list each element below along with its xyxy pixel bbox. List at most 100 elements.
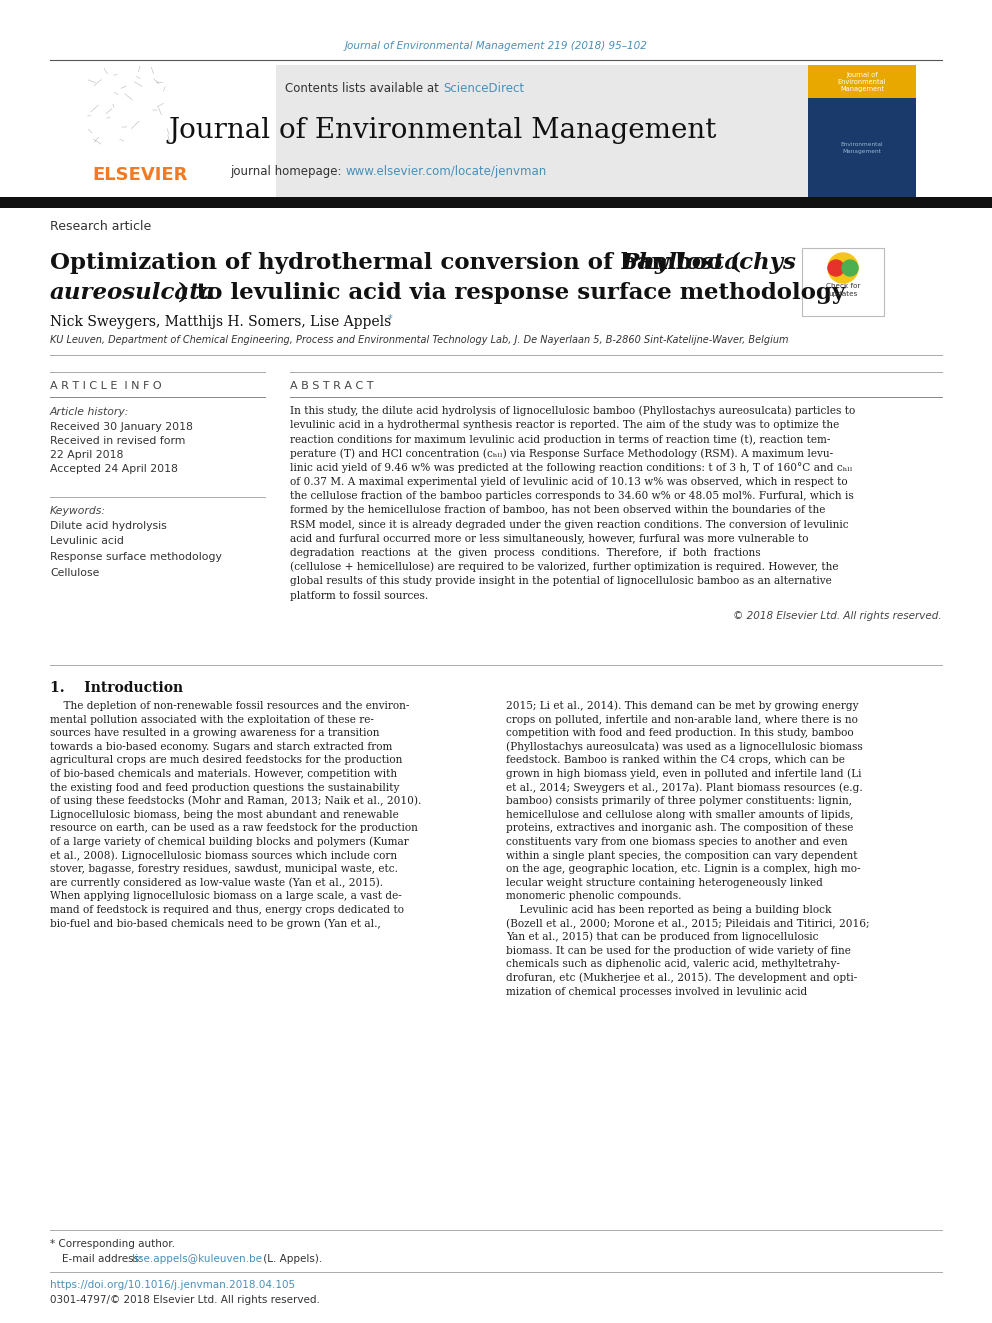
Text: KU Leuven, Department of Chemical Engineering, Process and Environmental Technol: KU Leuven, Department of Chemical Engine…: [50, 335, 789, 345]
Circle shape: [828, 261, 844, 277]
Text: are currently considered as low-value waste (Yan et al., 2015).: are currently considered as low-value wa…: [50, 877, 383, 888]
Text: * Corresponding author.: * Corresponding author.: [50, 1240, 175, 1249]
Text: (L. Appels).: (L. Appels).: [260, 1254, 322, 1263]
Text: bio-fuel and bio-based chemicals need to be grown (Yan et al.,: bio-fuel and bio-based chemicals need to…: [50, 918, 381, 929]
Text: stover, bagasse, forestry residues, sawdust, municipal waste, etc.: stover, bagasse, forestry residues, sawd…: [50, 864, 398, 875]
Bar: [78, 65, 808, 197]
Text: Journal of Environmental Management 219 (2018) 95–102: Journal of Environmental Management 219 …: [344, 41, 648, 52]
Text: perature (T) and HCl concentration (cₕₗₗ) via Response Surface Methodology (RSM): perature (T) and HCl concentration (cₕₗₗ…: [290, 448, 833, 459]
Text: levulinic acid in a hydrothermal synthesis reactor is reported. The aim of the s: levulinic acid in a hydrothermal synthes…: [290, 421, 839, 430]
Text: journal homepage:: journal homepage:: [230, 165, 345, 179]
Text: Optimization of hydrothermal conversion of bamboo (: Optimization of hydrothermal conversion …: [50, 251, 741, 274]
Text: www.elsevier.com/locate/jenvman: www.elsevier.com/locate/jenvman: [345, 165, 547, 179]
Text: Check for
updates: Check for updates: [825, 283, 860, 296]
Text: A B S T R A C T: A B S T R A C T: [290, 381, 374, 392]
Bar: [802, 247, 884, 316]
Text: *: *: [388, 314, 393, 324]
Text: Journal of
Environmental
Management: Journal of Environmental Management: [837, 71, 886, 93]
Text: (cellulose + hemicellulose) are required to be valorized, further optimization i: (cellulose + hemicellulose) are required…: [290, 562, 838, 573]
Text: hemicellulose and cellulose along with smaller amounts of lipids,: hemicellulose and cellulose along with s…: [506, 810, 853, 820]
Text: grown in high biomass yield, even in polluted and infertile land (Li: grown in high biomass yield, even in pol…: [506, 769, 861, 779]
Text: biomass. It can be used for the production of wide variety of fine: biomass. It can be used for the producti…: [506, 946, 851, 955]
Text: proteins, extractives and inorganic ash. The composition of these: proteins, extractives and inorganic ash.…: [506, 823, 853, 833]
Text: within a single plant species, the composition can vary dependent: within a single plant species, the compo…: [506, 851, 857, 860]
Text: Journal of Environmental Management: Journal of Environmental Management: [169, 116, 717, 143]
Text: Lignocellulosic biomass, being the most abundant and renewable: Lignocellulosic biomass, being the most …: [50, 810, 399, 820]
Text: linic acid yield of 9.46 w% was predicted at the following reaction conditions: : linic acid yield of 9.46 w% was predicte…: [290, 462, 852, 474]
Text: Received 30 January 2018: Received 30 January 2018: [50, 422, 192, 433]
Text: of 0.37 M. A maximal experimental yield of levulinic acid of 10.13 w% was observ: of 0.37 M. A maximal experimental yield …: [290, 478, 847, 487]
Text: reaction conditions for maximum levulinic acid production in terms of reaction t: reaction conditions for maximum levulini…: [290, 434, 830, 445]
Text: RSM model, since it is already degraded under the given reaction conditions. The: RSM model, since it is already degraded …: [290, 520, 848, 529]
Text: A R T I C L E  I N F O: A R T I C L E I N F O: [50, 381, 162, 392]
Circle shape: [842, 261, 858, 277]
Text: Nick Sweygers, Matthijs H. Somers, Lise Appels: Nick Sweygers, Matthijs H. Somers, Lise …: [50, 315, 391, 329]
Text: (Bozell et al., 2000; Morone et al., 2015; Pileidais and Titirici, 2016;: (Bozell et al., 2000; Morone et al., 201…: [506, 918, 870, 929]
Text: Levulinic acid has been reported as being a building block: Levulinic acid has been reported as bein…: [506, 905, 831, 916]
Text: drofuran, etc (Mukherjee et al., 2015). The development and opti-: drofuran, etc (Mukherjee et al., 2015). …: [506, 972, 857, 983]
Text: ELSEVIER: ELSEVIER: [92, 165, 187, 184]
Text: Yan et al., 2015) that can be produced from lignocellulosic: Yan et al., 2015) that can be produced f…: [506, 931, 818, 942]
Text: competition with food and feed production. In this study, bamboo: competition with food and feed productio…: [506, 728, 854, 738]
Text: resource on earth, can be used as a raw feedstock for the production: resource on earth, can be used as a raw …: [50, 823, 418, 833]
Text: mization of chemical processes involved in levulinic acid: mization of chemical processes involved …: [506, 987, 807, 996]
Text: crops on polluted, infertile and non-arable land, where there is no: crops on polluted, infertile and non-ara…: [506, 714, 858, 725]
Text: the cellulose fraction of the bamboo particles corresponds to 34.60 w% or 48.05 : the cellulose fraction of the bamboo par…: [290, 491, 854, 501]
Text: mental pollution associated with the exploitation of these re-: mental pollution associated with the exp…: [50, 714, 374, 725]
Bar: [78, 65, 276, 197]
Text: feedstock. Bamboo is ranked within the C4 crops, which can be: feedstock. Bamboo is ranked within the C…: [506, 755, 845, 766]
Text: Contents lists available at: Contents lists available at: [286, 82, 443, 94]
Text: Research article: Research article: [50, 220, 151, 233]
Text: Environmental
Management: Environmental Management: [840, 143, 883, 153]
Text: 1.    Introduction: 1. Introduction: [50, 681, 184, 695]
Text: towards a bio-based economy. Sugars and starch extracted from: towards a bio-based economy. Sugars and …: [50, 742, 393, 751]
Text: of a large variety of chemical building blocks and polymers (Kumar: of a large variety of chemical building …: [50, 836, 409, 847]
Text: lecular weight structure containing heterogeneously linked: lecular weight structure containing hete…: [506, 877, 823, 888]
Text: bamboo) consists primarily of three polymer constituents: lignin,: bamboo) consists primarily of three poly…: [506, 796, 852, 807]
Text: constituents vary from one biomass species to another and even: constituents vary from one biomass speci…: [506, 837, 847, 847]
Text: Phyllostachys: Phyllostachys: [622, 251, 797, 274]
Text: acid and furfural occurred more or less simultaneously, however, furfural was mo: acid and furfural occurred more or less …: [290, 533, 808, 544]
Text: Keywords:: Keywords:: [50, 505, 106, 516]
Bar: [808, 65, 916, 98]
Text: monomeric phenolic compounds.: monomeric phenolic compounds.: [506, 892, 682, 901]
Text: Cellulose: Cellulose: [50, 568, 99, 578]
Text: ScienceDirect: ScienceDirect: [443, 82, 524, 94]
Text: on the age, geographic location, etc. Lignin is a complex, high mo-: on the age, geographic location, etc. Li…: [506, 864, 860, 875]
Text: Accepted 24 April 2018: Accepted 24 April 2018: [50, 464, 178, 474]
Text: ) to levulinic acid via response surface methodology: ) to levulinic acid via response surface…: [178, 282, 845, 304]
Circle shape: [828, 253, 858, 283]
Text: When applying lignocellulosic biomass on a large scale, a vast de-: When applying lignocellulosic biomass on…: [50, 892, 402, 901]
Text: mand of feedstock is required and thus, energy crops dedicated to: mand of feedstock is required and thus, …: [50, 905, 404, 916]
Text: 2015; Li et al., 2014). This demand can be met by growing energy: 2015; Li et al., 2014). This demand can …: [506, 701, 858, 712]
Text: chemicals such as diphenolic acid, valeric acid, methyltetrahy-: chemicals such as diphenolic acid, valer…: [506, 959, 840, 970]
Text: aureosulcata: aureosulcata: [50, 282, 215, 304]
Text: Response surface methodology: Response surface methodology: [50, 552, 222, 562]
Bar: [808, 65, 916, 197]
Text: formed by the hemicellulose fraction of bamboo, has not been observed within the: formed by the hemicellulose fraction of …: [290, 505, 825, 516]
Text: Article history:: Article history:: [50, 407, 129, 417]
Text: In this study, the dilute acid hydrolysis of lignocellulosic bamboo (Phyllostach: In this study, the dilute acid hydrolysi…: [290, 406, 855, 417]
Text: the existing food and feed production questions the sustainability: the existing food and feed production qu…: [50, 783, 400, 792]
Text: 0301-4797/© 2018 Elsevier Ltd. All rights reserved.: 0301-4797/© 2018 Elsevier Ltd. All right…: [50, 1295, 319, 1304]
Text: platform to fossil sources.: platform to fossil sources.: [290, 590, 429, 601]
Text: et al., 2014; Sweygers et al., 2017a). Plant biomass resources (e.g.: et al., 2014; Sweygers et al., 2017a). P…: [506, 782, 863, 792]
Text: agricultural crops are much desired feedstocks for the production: agricultural crops are much desired feed…: [50, 755, 403, 766]
Text: Levulinic acid: Levulinic acid: [50, 537, 124, 546]
Text: E-mail address:: E-mail address:: [62, 1254, 146, 1263]
Text: global results of this study provide insight in the potential of lignocellulosic: global results of this study provide ins…: [290, 577, 831, 586]
Text: et al., 2008). Lignocellulosic biomass sources which include corn: et al., 2008). Lignocellulosic biomass s…: [50, 851, 397, 861]
Bar: [0, 197, 992, 208]
Text: (Phyllostachys aureosulcata) was used as a lignocellulosic biomass: (Phyllostachys aureosulcata) was used as…: [506, 741, 863, 751]
Text: of using these feedstocks (Mohr and Raman, 2013; Naik et al., 2010).: of using these feedstocks (Mohr and Rama…: [50, 796, 422, 807]
Text: 22 April 2018: 22 April 2018: [50, 450, 123, 460]
Text: sources have resulted in a growing awareness for a transition: sources have resulted in a growing aware…: [50, 728, 380, 738]
Text: https://doi.org/10.1016/j.jenvman.2018.04.105: https://doi.org/10.1016/j.jenvman.2018.0…: [50, 1279, 296, 1290]
Text: of bio-based chemicals and materials. However, competition with: of bio-based chemicals and materials. Ho…: [50, 769, 397, 779]
Text: The depletion of non-renewable fossil resources and the environ-: The depletion of non-renewable fossil re…: [50, 701, 410, 710]
Text: lise.appels@kuleuven.be: lise.appels@kuleuven.be: [132, 1254, 262, 1263]
Text: Dilute acid hydrolysis: Dilute acid hydrolysis: [50, 521, 167, 531]
Text: Received in revised form: Received in revised form: [50, 437, 186, 446]
Text: degradation  reactions  at  the  given  process  conditions.  Therefore,  if  bo: degradation reactions at the given proce…: [290, 548, 761, 558]
Text: © 2018 Elsevier Ltd. All rights reserved.: © 2018 Elsevier Ltd. All rights reserved…: [733, 611, 942, 620]
